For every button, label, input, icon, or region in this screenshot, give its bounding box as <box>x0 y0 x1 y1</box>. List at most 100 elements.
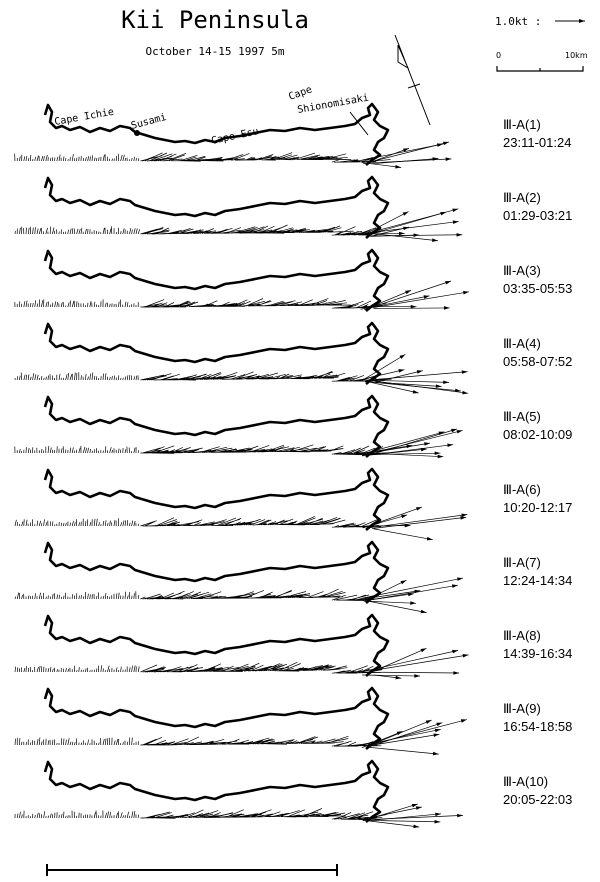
arrowhead <box>434 819 441 824</box>
north-arrow <box>394 34 431 126</box>
arrowhead <box>399 354 406 359</box>
current-arrow <box>361 806 422 820</box>
current-arrow <box>371 647 427 673</box>
scale-arrowhead <box>579 19 585 23</box>
arrowhead <box>460 516 467 520</box>
current-arrow <box>363 803 418 821</box>
current-arrow <box>362 577 464 599</box>
current-arrow <box>367 514 468 529</box>
current-arrow <box>366 733 440 747</box>
current-arrow <box>362 650 459 673</box>
current-arrow <box>361 143 443 161</box>
current-arrow <box>363 600 417 604</box>
arrowhead <box>451 584 458 588</box>
leader-line <box>349 111 369 136</box>
arrowhead <box>398 231 405 236</box>
current-arrow <box>373 307 450 309</box>
arrowhead <box>433 733 440 737</box>
arrowhead <box>400 580 407 585</box>
arrowhead <box>411 803 418 808</box>
arrowhead <box>461 370 468 374</box>
arrowhead <box>395 164 402 169</box>
current-arrow <box>370 820 441 823</box>
arrowhead <box>442 141 449 146</box>
panel-id: Ⅲ-A(1) <box>503 117 541 132</box>
coastline <box>43 175 390 239</box>
place-label: Susami <box>130 112 168 132</box>
arrowhead <box>437 454 444 459</box>
arrowhead <box>455 388 461 393</box>
subtitle: October 14-15 1997 5m <box>145 45 284 58</box>
current-arrow <box>369 654 469 672</box>
panel-time: 14:39-16:34 <box>503 646 572 661</box>
arrowhead <box>440 211 447 216</box>
current-arrow <box>362 221 459 235</box>
panel-time: 10:20-12:17 <box>503 500 572 515</box>
arrowhead <box>415 806 422 810</box>
arrowhead <box>415 507 422 511</box>
coastline <box>43 759 390 823</box>
coastline <box>43 686 390 750</box>
panel-time: 01:29-03:21 <box>503 208 572 223</box>
current-arrow <box>366 211 409 234</box>
arrowhead <box>426 536 433 541</box>
current-arrow <box>368 746 439 755</box>
arrowhead <box>456 430 463 434</box>
panel-id: Ⅲ-A(7) <box>503 555 541 570</box>
panel-id: Ⅲ-A(5) <box>503 409 541 424</box>
panel-id: Ⅲ-A(6) <box>503 482 541 497</box>
current-arrow <box>367 728 441 745</box>
arrowhead <box>425 720 432 724</box>
panel-id: Ⅲ-A(4) <box>503 336 541 351</box>
panel-time: 20:05-22:03 <box>503 792 572 807</box>
arrowhead <box>407 592 414 597</box>
current-vectors <box>14 735 382 747</box>
arrowhead <box>402 211 409 216</box>
coastline <box>43 394 390 458</box>
current-arrow <box>372 371 468 381</box>
panel-time: 05:58-07:52 <box>503 354 572 369</box>
panel <box>14 686 467 756</box>
current-vectors <box>14 224 383 236</box>
arrowhead <box>420 609 427 614</box>
current-arrow <box>361 599 427 613</box>
arrowhead <box>435 812 442 817</box>
arrowhead <box>462 654 469 658</box>
current-vectors <box>14 808 387 821</box>
arrowhead <box>452 649 459 654</box>
current-arrow <box>368 147 410 164</box>
title: Kii Peninsula <box>121 6 309 34</box>
current-arrow <box>367 232 438 242</box>
arrowhead <box>401 514 408 519</box>
panel-time: 08:02-10:09 <box>503 427 572 442</box>
arrowhead <box>445 281 452 285</box>
arrowhead <box>432 751 439 756</box>
current-vectors <box>14 444 389 455</box>
arrowhead <box>435 384 442 388</box>
place-label: Cape Ichie <box>54 107 115 128</box>
coastline <box>43 467 390 531</box>
panel-time: 23:11-01:24 <box>503 135 571 150</box>
scale-end: 10km <box>565 51 588 60</box>
current-arrow <box>363 506 423 529</box>
arrowhead <box>447 443 454 448</box>
arrowhead <box>443 306 450 310</box>
current-arrow <box>365 579 407 601</box>
current-arrow <box>370 452 444 458</box>
current-arrow <box>361 354 406 382</box>
current-arrow <box>364 289 412 311</box>
arrowhead <box>413 233 420 237</box>
current-arrow <box>368 593 414 601</box>
arrowhead <box>456 233 463 237</box>
arrowhead <box>395 675 402 680</box>
arrowhead <box>412 390 419 394</box>
arrowhead <box>436 143 443 147</box>
coastline <box>43 321 390 385</box>
current-arrow <box>361 730 403 749</box>
coastline <box>43 613 390 677</box>
current-arrow <box>367 381 419 394</box>
current-arrow <box>362 674 421 677</box>
arrowhead <box>445 157 452 161</box>
arrowhead <box>438 431 445 436</box>
arrowhead <box>432 238 438 242</box>
